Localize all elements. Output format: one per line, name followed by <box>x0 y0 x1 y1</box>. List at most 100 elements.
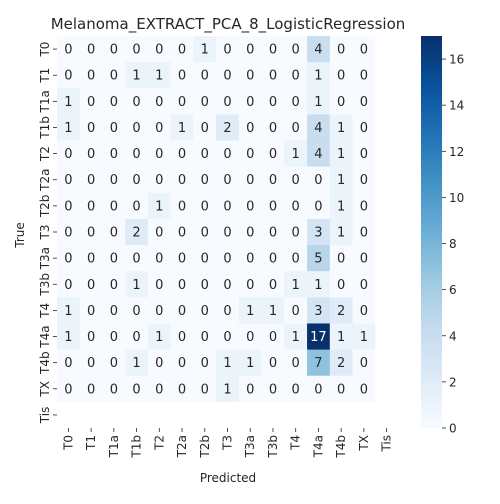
heatmap-cell <box>102 297 126 324</box>
cell-value-label: 0 <box>110 278 118 293</box>
heatmap-cell <box>170 323 194 351</box>
cell-value-label: 1 <box>337 330 345 345</box>
heatmap-cell <box>147 245 172 272</box>
heatmap-cell <box>352 166 376 194</box>
cell-value-label: 4 <box>314 121 322 136</box>
x-tick-label: T0 <box>61 435 75 451</box>
heatmap-cell <box>216 166 240 194</box>
heatmap-cell <box>147 36 172 63</box>
cell-value-label: 0 <box>269 121 277 136</box>
cell-value-label: 0 <box>246 252 254 267</box>
y-axis-label: True <box>13 222 27 249</box>
cell-value-label: 0 <box>110 252 118 267</box>
heatmap-cell <box>329 166 354 194</box>
heatmap-cell <box>79 62 103 89</box>
heatmap-cell <box>57 245 81 272</box>
heatmap-cell <box>125 349 149 377</box>
heatmap-cell <box>147 166 172 194</box>
heatmap-cell <box>193 323 217 351</box>
x-axis-ticks: T0 T1 T1a T1b T2 T2a T2b T3 T3a T3b T4 T4a T4b TX Tis <box>61 428 394 459</box>
heatmap-cell <box>147 88 172 115</box>
heatmap-cell <box>170 349 194 377</box>
heatmap-cell <box>57 88 81 115</box>
heatmap-cell <box>57 114 81 142</box>
heatmap-cell <box>375 192 399 220</box>
cell-value-labels: 0 0 0 0 0 0 1 0 0 0 0 4 0 00 0 0 1 1 0 0 0 0 0 0 1 0 01 0 0 0 0 0 0 0 0 0 0 1… <box>64 43 368 398</box>
y-tick-label: T3a <box>38 247 52 270</box>
heatmap-cell <box>79 271 103 298</box>
colorbar-tick-label: 2 <box>449 375 457 389</box>
heatmap-cell <box>307 140 331 168</box>
x-tick-label: TX <box>357 435 371 452</box>
y-tick-label: TX <box>38 381 52 398</box>
heatmap-cell <box>170 88 194 115</box>
heatmap-cell <box>261 271 285 298</box>
cell-value-label: 1 <box>64 330 72 345</box>
heatmap-cell <box>329 297 354 324</box>
heatmap-cell <box>216 218 240 246</box>
heatmap-cell <box>307 192 331 220</box>
heatmap-cell <box>238 166 263 194</box>
cell-value-label: 0 <box>292 43 300 58</box>
heatmap-cell <box>284 375 308 403</box>
cell-value-label: 0 <box>132 43 140 58</box>
cell-value-label: 1 <box>155 199 163 214</box>
cell-value-label: 0 <box>292 69 300 84</box>
heatmap-cell <box>307 62 331 89</box>
y-tick-label: T1a <box>38 90 52 113</box>
cell-value-label: 0 <box>110 199 118 214</box>
heatmap-cell <box>238 349 263 377</box>
heatmap-cell <box>261 140 285 168</box>
cell-value-label: 0 <box>87 199 95 214</box>
cell-value-label: 0 <box>246 382 254 397</box>
cell-value-label: 0 <box>178 252 186 267</box>
cell-value-label: 0 <box>110 304 118 319</box>
cell-value-label: 0 <box>64 147 72 162</box>
cell-value-label: 1 <box>132 356 140 371</box>
cell-value-label: 1 <box>337 199 345 214</box>
heatmap-cell <box>193 297 217 324</box>
heatmap-cell <box>375 166 399 194</box>
cell-value-label: 1 <box>132 69 140 84</box>
heatmap-cell <box>170 36 194 63</box>
cell-value-label: 0 <box>201 95 209 110</box>
heatmap-cell <box>329 323 354 351</box>
heatmap-cell <box>307 166 331 194</box>
heatmap-cell <box>147 297 172 324</box>
cell-value-label: 0 <box>64 173 72 188</box>
heatmap-cell <box>102 166 126 194</box>
cell-value-label: 1 <box>314 69 322 84</box>
heatmap-cell <box>193 114 217 142</box>
heatmap-cell <box>307 218 331 246</box>
cell-value-label: 0 <box>201 252 209 267</box>
colorbar-tick-label: 0 <box>449 422 457 436</box>
heatmap-cell <box>170 192 194 220</box>
cell-value-label: 0 <box>223 278 231 293</box>
cell-value-label: 0 <box>269 382 277 397</box>
heatmap-cell <box>284 166 308 194</box>
y-tick-label: T4b <box>38 351 52 375</box>
cell-value-label: 0 <box>178 69 186 84</box>
cell-value-label: 0 <box>87 121 95 136</box>
heatmap-cell <box>125 245 149 272</box>
heatmap-cell <box>79 218 103 246</box>
heatmap-cell <box>147 140 172 168</box>
heatmap-cell <box>238 245 263 272</box>
heatmap-cell <box>238 140 263 168</box>
y-tick-label: T4a <box>38 325 52 348</box>
heatmap-cell <box>125 271 149 298</box>
cell-value-label: 0 <box>132 121 140 136</box>
cell-value-label: 0 <box>155 173 163 188</box>
cell-value-label: 0 <box>110 95 118 110</box>
heatmap-cell <box>125 218 149 246</box>
cell-value-label: 0 <box>269 199 277 214</box>
heatmap-cell <box>261 297 285 324</box>
cell-value-label: 0 <box>292 356 300 371</box>
cell-value-label: 0 <box>223 199 231 214</box>
cell-value-label: 17 <box>310 330 327 345</box>
x-tick-label: T2 <box>152 435 166 451</box>
heatmap-cell <box>57 401 81 429</box>
heatmap-cell <box>79 297 103 324</box>
heatmap-cell <box>352 297 376 324</box>
cell-value-label: 0 <box>246 330 254 345</box>
